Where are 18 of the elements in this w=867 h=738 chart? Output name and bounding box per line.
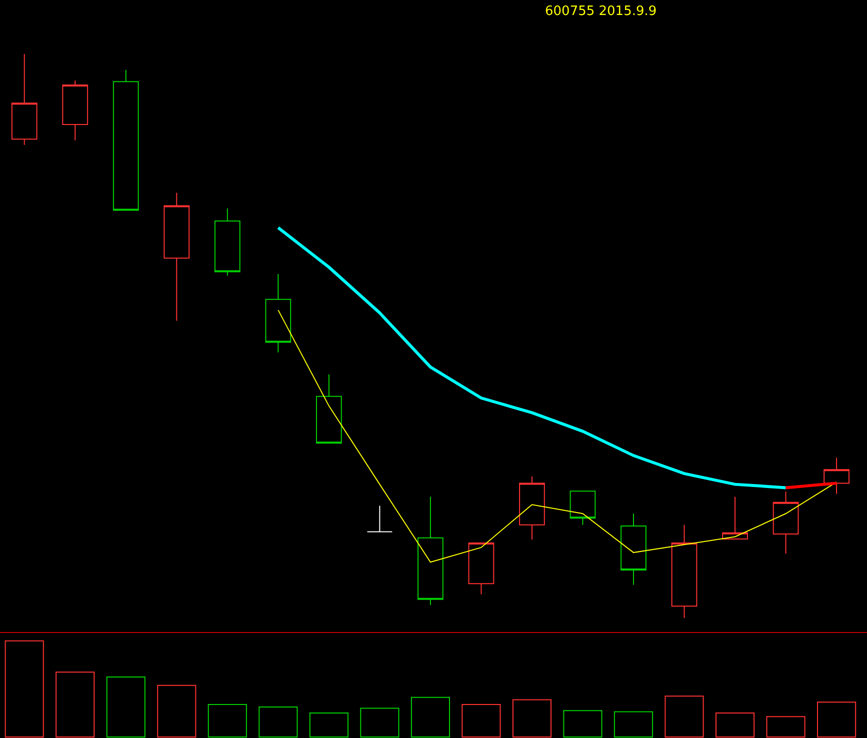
candlestick (468, 542, 494, 595)
candlestick (366, 505, 393, 532)
candlestick (164, 192, 190, 322)
candlestick (772, 491, 799, 554)
candlestick (722, 496, 748, 540)
candlestick (620, 513, 646, 586)
candlestick (112, 69, 139, 211)
candlestick (265, 273, 292, 353)
candlestick (62, 80, 88, 141)
chart-title: 600755 2015.9.9 (545, 4, 657, 19)
candlestick (11, 54, 38, 146)
candlestick (316, 374, 342, 444)
candlestick (671, 524, 698, 618)
candlestick (519, 476, 545, 540)
candlestick (214, 208, 240, 276)
candlestick (418, 496, 444, 606)
candlestick (824, 457, 850, 494)
candlestick (570, 490, 596, 526)
